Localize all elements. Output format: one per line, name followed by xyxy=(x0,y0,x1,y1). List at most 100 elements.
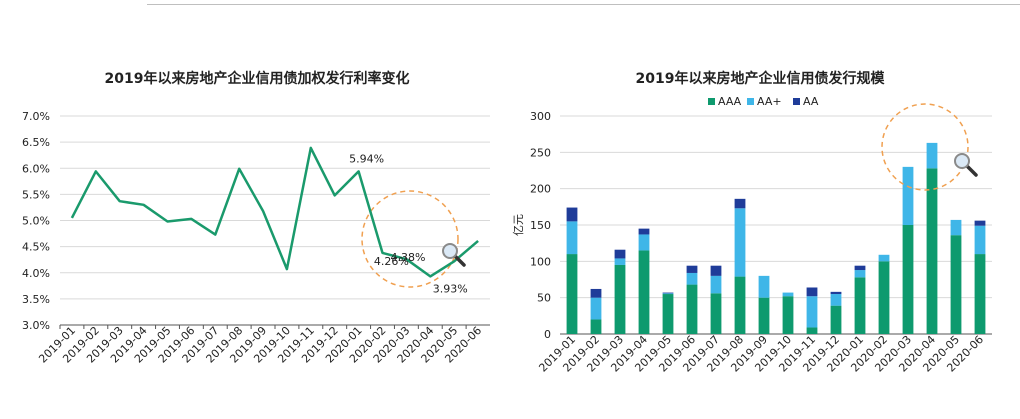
highlight-circle xyxy=(881,103,969,191)
bar-aa-plus xyxy=(902,166,914,225)
bar-aa-plus xyxy=(878,254,890,262)
bar-aa-plus xyxy=(710,275,722,294)
rate-chart-highlight xyxy=(361,190,459,288)
bar-aa-plus xyxy=(566,221,578,255)
bar-aa-plus xyxy=(638,234,650,251)
bar-aaa xyxy=(950,235,962,334)
magnifier-handle xyxy=(965,164,978,177)
issuance-chart-legend: AAA AA+ AA xyxy=(708,95,819,108)
bar-aa-plus xyxy=(590,297,602,320)
bar-aa-plus xyxy=(950,219,962,236)
bar-aa xyxy=(854,265,866,271)
bar-aaa xyxy=(638,250,650,334)
bar-aa-plus xyxy=(686,272,698,285)
bar-aa-plus xyxy=(974,225,986,255)
issuance-chart-y-axis: 0 50 100 150 200 250 300 xyxy=(530,110,551,341)
top-divider xyxy=(147,4,1020,5)
bar-aa xyxy=(590,288,602,298)
bar-aa-plus xyxy=(854,270,866,278)
bar-aa-plus xyxy=(806,296,818,328)
y-tick-label: 50 xyxy=(537,292,551,305)
rate-line-chart: 2019年以来房地产企业信用债加权发行利率变化 3.0% 3.5% 4.0% 4.5%… xyxy=(22,70,490,366)
legend-swatch xyxy=(793,98,800,105)
y-axis-label: 亿元 xyxy=(512,214,525,236)
bar-aaa xyxy=(710,293,722,334)
rate-line xyxy=(70,146,479,278)
bar-aa xyxy=(638,228,650,235)
bar-aa-plus xyxy=(734,208,746,277)
rate-series xyxy=(70,146,479,278)
y-tick-label: 4.5% xyxy=(22,241,50,254)
bar-aa xyxy=(710,265,722,276)
y-tick-label: 7.0% xyxy=(22,110,50,123)
bar-aa-plus xyxy=(758,275,770,298)
magnifier-icon xyxy=(442,243,466,267)
bar-aa xyxy=(974,220,986,226)
y-tick-label: 3.0% xyxy=(22,319,50,332)
bar-aa-plus xyxy=(782,292,794,297)
y-tick-label: 100 xyxy=(530,255,551,268)
magnifier-lens xyxy=(954,153,970,169)
magnifier-lens xyxy=(442,243,458,259)
issuance-bars xyxy=(566,142,986,334)
rate-chart-y-axis: 3.0% 3.5% 4.0% 4.5% 5.0% 5.5% 6.0% 6.5% 7.0% xyxy=(22,110,50,332)
bar-aaa xyxy=(854,277,866,334)
bar-aaa xyxy=(806,327,818,334)
issuance-chart-x-axis: 2019-012019-022019-032019-042019-052019-… xyxy=(536,333,986,375)
bar-aaa xyxy=(566,254,578,334)
y-tick-label: 0 xyxy=(544,328,551,341)
issuance-chart-y-label: 亿元 xyxy=(512,214,525,236)
magnifier-icon xyxy=(954,153,978,177)
bar-aaa xyxy=(926,168,938,334)
legend-label: AA+ xyxy=(757,95,782,108)
bar-aa-plus xyxy=(662,293,674,295)
bar-aa-plus xyxy=(614,258,626,265)
y-tick-label: 150 xyxy=(530,219,551,232)
magnifier-handle xyxy=(453,254,466,267)
highlight-circle xyxy=(361,190,459,288)
y-tick-label: 6.5% xyxy=(22,136,50,149)
y-tick-label: 6.0% xyxy=(22,162,50,175)
y-tick-label: 3.5% xyxy=(22,293,50,306)
rate-chart-x-axis: 2019-012019-022019-032019-042019-052019-… xyxy=(36,324,484,366)
legend-swatch xyxy=(708,98,715,105)
issuance-bar-chart: 2019年以来房地产企业信用债发行规模 AAA AA+ AA 0 50 100 150 20… xyxy=(512,70,992,375)
bar-aaa xyxy=(734,276,746,334)
bar-aaa xyxy=(662,294,674,334)
y-tick-label: 250 xyxy=(530,146,551,159)
bar-aaa xyxy=(758,297,770,334)
data-label: 5.94% xyxy=(349,152,384,165)
bar-aa xyxy=(806,287,818,297)
legend-label: AAA xyxy=(718,95,742,108)
bar-aa xyxy=(662,292,674,294)
y-tick-label: 4.0% xyxy=(22,267,50,280)
bar-aa xyxy=(614,249,626,259)
legend-swatch xyxy=(747,98,754,105)
bar-aaa xyxy=(614,264,626,334)
issuance-chart-gridlines xyxy=(560,115,992,335)
y-tick-label: 200 xyxy=(530,183,551,196)
rate-chart-title: 2019年以来房地产企业信用债加权发行利率变化 xyxy=(105,70,410,87)
bar-aa-plus xyxy=(926,142,938,169)
bar-aa xyxy=(566,207,578,222)
data-label: 4.38% xyxy=(391,251,426,264)
issuance-chart-highlight xyxy=(881,103,969,191)
bar-aa xyxy=(686,265,698,273)
bar-aaa xyxy=(830,305,842,334)
bar-aaa xyxy=(686,284,698,334)
bar-aa xyxy=(734,198,746,209)
data-label: 3.93% xyxy=(433,282,468,295)
bar-aaa xyxy=(902,225,914,334)
bar-aaa xyxy=(782,296,794,334)
y-tick-label: 5.0% xyxy=(22,215,50,228)
y-tick-label: 5.5% xyxy=(22,188,50,201)
legend-label: AA xyxy=(803,95,819,108)
bar-aaa xyxy=(590,319,602,334)
rate-chart-gridlines xyxy=(60,115,490,326)
issuance-chart-title: 2019年以来房地产企业信用债发行规模 xyxy=(636,70,886,87)
bar-aaa xyxy=(974,254,986,334)
bar-aa-plus xyxy=(830,294,842,306)
bar-aaa xyxy=(878,261,890,334)
y-tick-label: 300 xyxy=(530,110,551,123)
